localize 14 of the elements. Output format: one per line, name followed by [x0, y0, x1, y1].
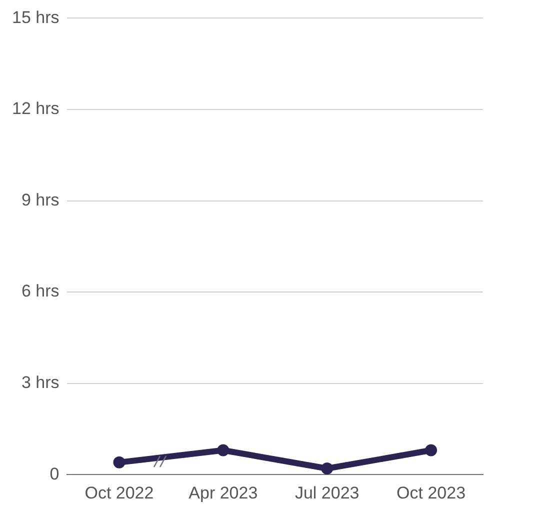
point: [113, 456, 126, 468]
y-tick-label: 15 hrs: [12, 8, 60, 27]
point: [321, 462, 334, 475]
y-tick-label: 9 hrs: [21, 190, 60, 210]
x-tick-label: Oct 2022: [84, 483, 154, 502]
point: [425, 444, 438, 456]
x-tick-label: Apr 2023: [188, 483, 258, 502]
point: [217, 444, 230, 456]
y-tick-label: 0: [50, 464, 60, 484]
y-tick-label: 3 hrs: [21, 373, 60, 392]
x-tick-label: Jul 2023: [294, 483, 360, 502]
x-tick-label: Oct 2023: [396, 483, 466, 502]
y-tick-label: 12 hrs: [12, 99, 60, 118]
y-tick-label: 6 hrs: [21, 282, 60, 301]
